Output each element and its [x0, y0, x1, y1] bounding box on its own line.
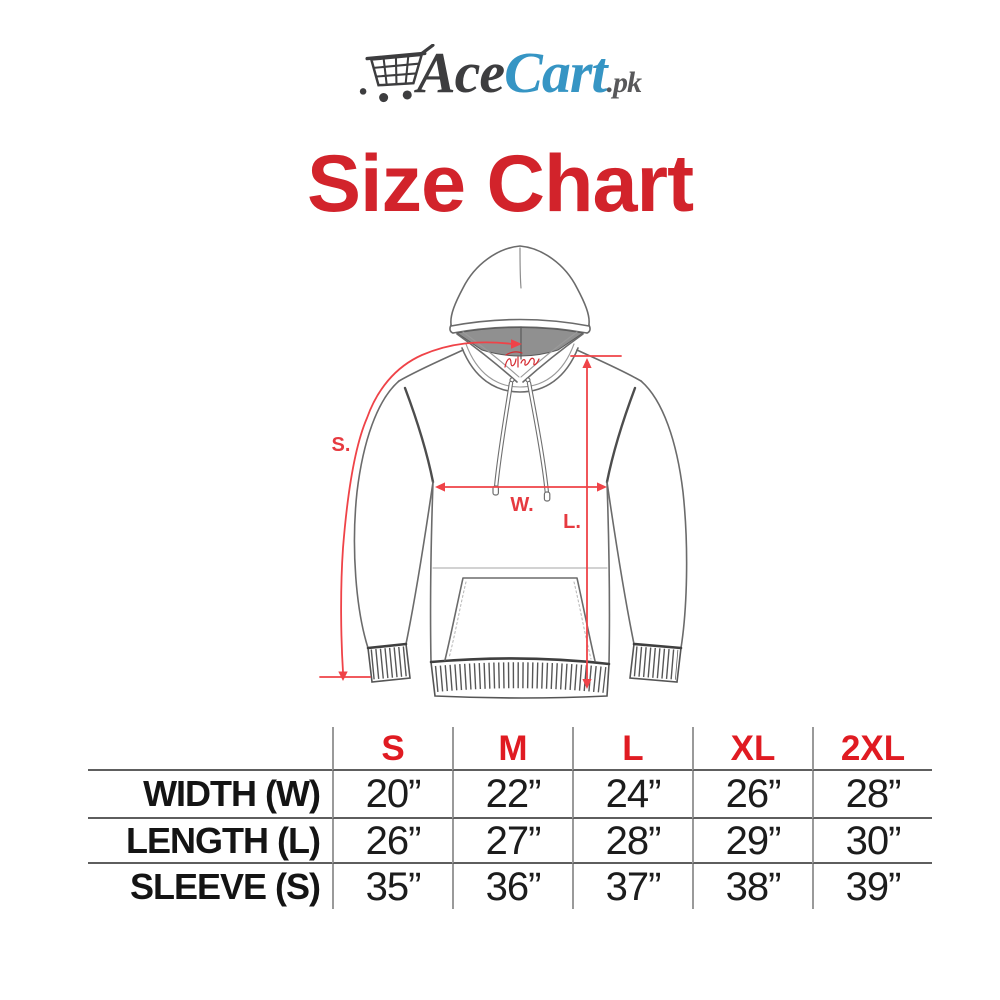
width-s: 20”	[332, 771, 452, 819]
length-xl: 29”	[692, 819, 812, 864]
table-row-sleeve: SLEEVE (S) 35” 36” 37” 38” 39”	[88, 864, 932, 909]
length-label: L.	[563, 511, 581, 533]
row-label-length: LENGTH (L)	[88, 819, 332, 864]
brand-cart: Cart	[504, 40, 607, 105]
brand-tld: .pk	[606, 66, 642, 99]
sleeves-inner	[405, 481, 635, 645]
table-row-width: WIDTH (W) 20” 22” 24” 26” 28”	[88, 771, 932, 819]
size-col-2xl: 2XL	[812, 727, 932, 771]
width-label: W.	[510, 494, 533, 516]
sleeve-xl: 38”	[692, 864, 812, 909]
kangaroo-pocket	[444, 577, 596, 662]
width-l: 24”	[572, 771, 692, 819]
brand-signature-mark	[504, 351, 540, 368]
brand-logo: AceCart.pk	[0, 44, 1000, 108]
brand-wordmark: AceCart.pk	[417, 44, 642, 102]
raglan-seams	[403, 386, 637, 484]
size-table: S M L XL 2XL WIDTH (W) 20” 22” 24” 26” 2…	[88, 727, 932, 909]
body-sides	[429, 481, 611, 665]
page-title: Size Chart	[306, 139, 694, 229]
sleeve-m: 36”	[452, 864, 572, 909]
sleeve-measure-line	[340, 341, 514, 673]
size-col-l: L	[572, 727, 692, 771]
width-2xl: 28”	[812, 771, 932, 819]
size-col-s: S	[332, 727, 452, 771]
length-2xl: 30”	[812, 819, 932, 864]
size-table-header-row: S M L XL 2XL	[88, 727, 932, 771]
sleeve-label: S.	[332, 434, 351, 456]
table-corner-cell	[88, 727, 332, 771]
length-m: 27”	[452, 819, 572, 864]
brand-ace: Ace	[416, 40, 505, 105]
sleeve-s: 35”	[332, 864, 452, 909]
row-label-width: WIDTH (W)	[88, 771, 332, 819]
hem-band	[430, 657, 610, 699]
size-col-xl: XL	[692, 727, 812, 771]
width-m: 22”	[452, 771, 572, 819]
size-col-m: M	[452, 727, 572, 771]
collar	[461, 347, 579, 393]
length-s: 26”	[332, 819, 452, 864]
measurement-lines	[319, 341, 622, 682]
sleeve-l: 37”	[572, 864, 692, 909]
hood	[450, 245, 590, 327]
table-row-length: LENGTH (L) 26” 27” 28” 29” 30”	[88, 819, 932, 864]
hood-seam	[519, 247, 522, 289]
hoodie-outline	[353, 245, 688, 699]
hoodie-measurement-diagram: S. W. L.	[319, 245, 688, 699]
sleeve-2xl: 39”	[812, 864, 932, 909]
sleeves-outer	[353, 380, 688, 649]
measurement-arrowheads	[338, 339, 607, 689]
hood-lining	[455, 327, 585, 357]
length-l: 28”	[572, 819, 692, 864]
row-label-sleeve: SLEEVE (S)	[129, 865, 321, 907]
shopping-cart-icon	[359, 44, 435, 103]
width-xl: 26”	[692, 771, 812, 819]
